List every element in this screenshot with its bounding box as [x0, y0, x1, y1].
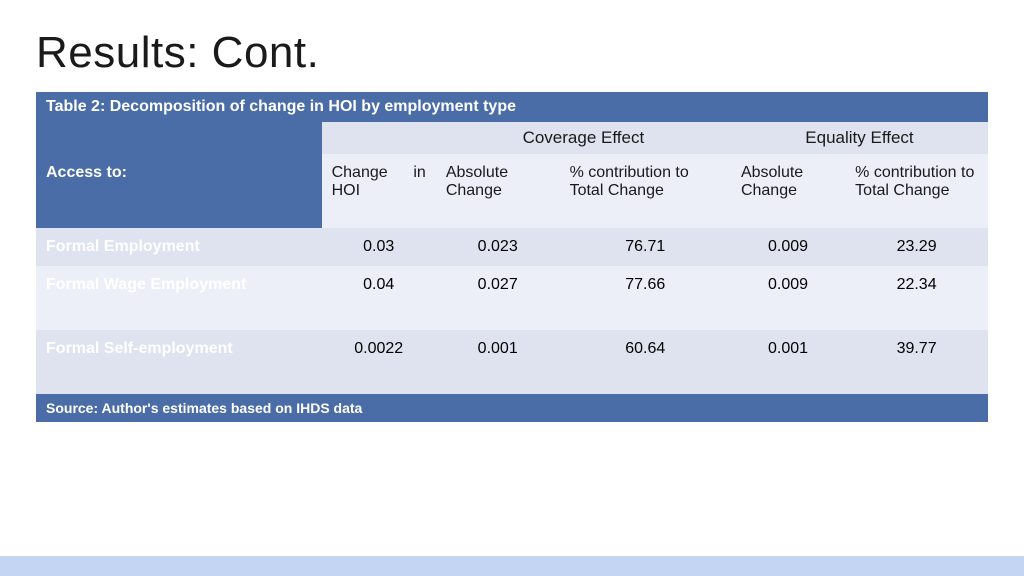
group-header-blank1: [36, 122, 322, 154]
group-header-equality: Equality Effect: [731, 122, 988, 154]
group-header-row: Coverage Effect Equality Effect: [36, 122, 988, 154]
table-row: Formal Wage Employment 0.04 0.027 77.66 …: [36, 266, 988, 330]
table-row: Formal Self-employment 0.0022 0.001 60.6…: [36, 330, 988, 394]
group-header-blank2: [322, 122, 436, 154]
sub-header-row: Access to: Change in HOI Absolute Change…: [36, 154, 988, 228]
page-title: Results: Cont.: [0, 0, 1024, 92]
cell-abs2: 0.009: [731, 266, 845, 330]
table-container: Table 2: Decomposition of change in HOI …: [0, 92, 1024, 422]
cell-change: 0.04: [322, 266, 436, 330]
subhead-pct1: % contribution to Total Change: [560, 154, 731, 228]
subhead-abs1: Absolute Change: [436, 154, 560, 228]
cell-abs2: 0.009: [731, 228, 845, 266]
cell-abs2: 0.001: [731, 330, 845, 394]
cell-pct1: 76.71: [560, 228, 731, 266]
row-label: Formal Self-employment: [36, 330, 322, 394]
subhead-abs2: Absolute Change: [731, 154, 845, 228]
source-row: Source: Author's estimates based on IHDS…: [36, 394, 988, 422]
cell-pct2: 39.77: [845, 330, 988, 394]
table-caption: Table 2: Decomposition of change in HOI …: [36, 92, 988, 122]
cell-change: 0.0022: [322, 330, 436, 394]
cell-pct2: 22.34: [845, 266, 988, 330]
cell-abs1: 0.001: [436, 330, 560, 394]
decomposition-table: Table 2: Decomposition of change in HOI …: [36, 92, 988, 422]
subhead-access: Access to:: [36, 154, 322, 228]
subhead-pct2: % contribution to Total Change: [845, 154, 988, 228]
cell-change: 0.03: [322, 228, 436, 266]
row-label: Formal Employment: [36, 228, 322, 266]
group-header-coverage: Coverage Effect: [436, 122, 731, 154]
cell-abs1: 0.027: [436, 266, 560, 330]
cell-pct1: 60.64: [560, 330, 731, 394]
cell-abs1: 0.023: [436, 228, 560, 266]
cell-pct2: 23.29: [845, 228, 988, 266]
source-text: Source: Author's estimates based on IHDS…: [36, 394, 988, 422]
cell-pct1: 77.66: [560, 266, 731, 330]
table-caption-row: Table 2: Decomposition of change in HOI …: [36, 92, 988, 122]
subhead-change: Change in HOI: [322, 154, 436, 228]
footer-accent-bar: [0, 556, 1024, 576]
row-label: Formal Wage Employment: [36, 266, 322, 330]
table-row: Formal Employment 0.03 0.023 76.71 0.009…: [36, 228, 988, 266]
